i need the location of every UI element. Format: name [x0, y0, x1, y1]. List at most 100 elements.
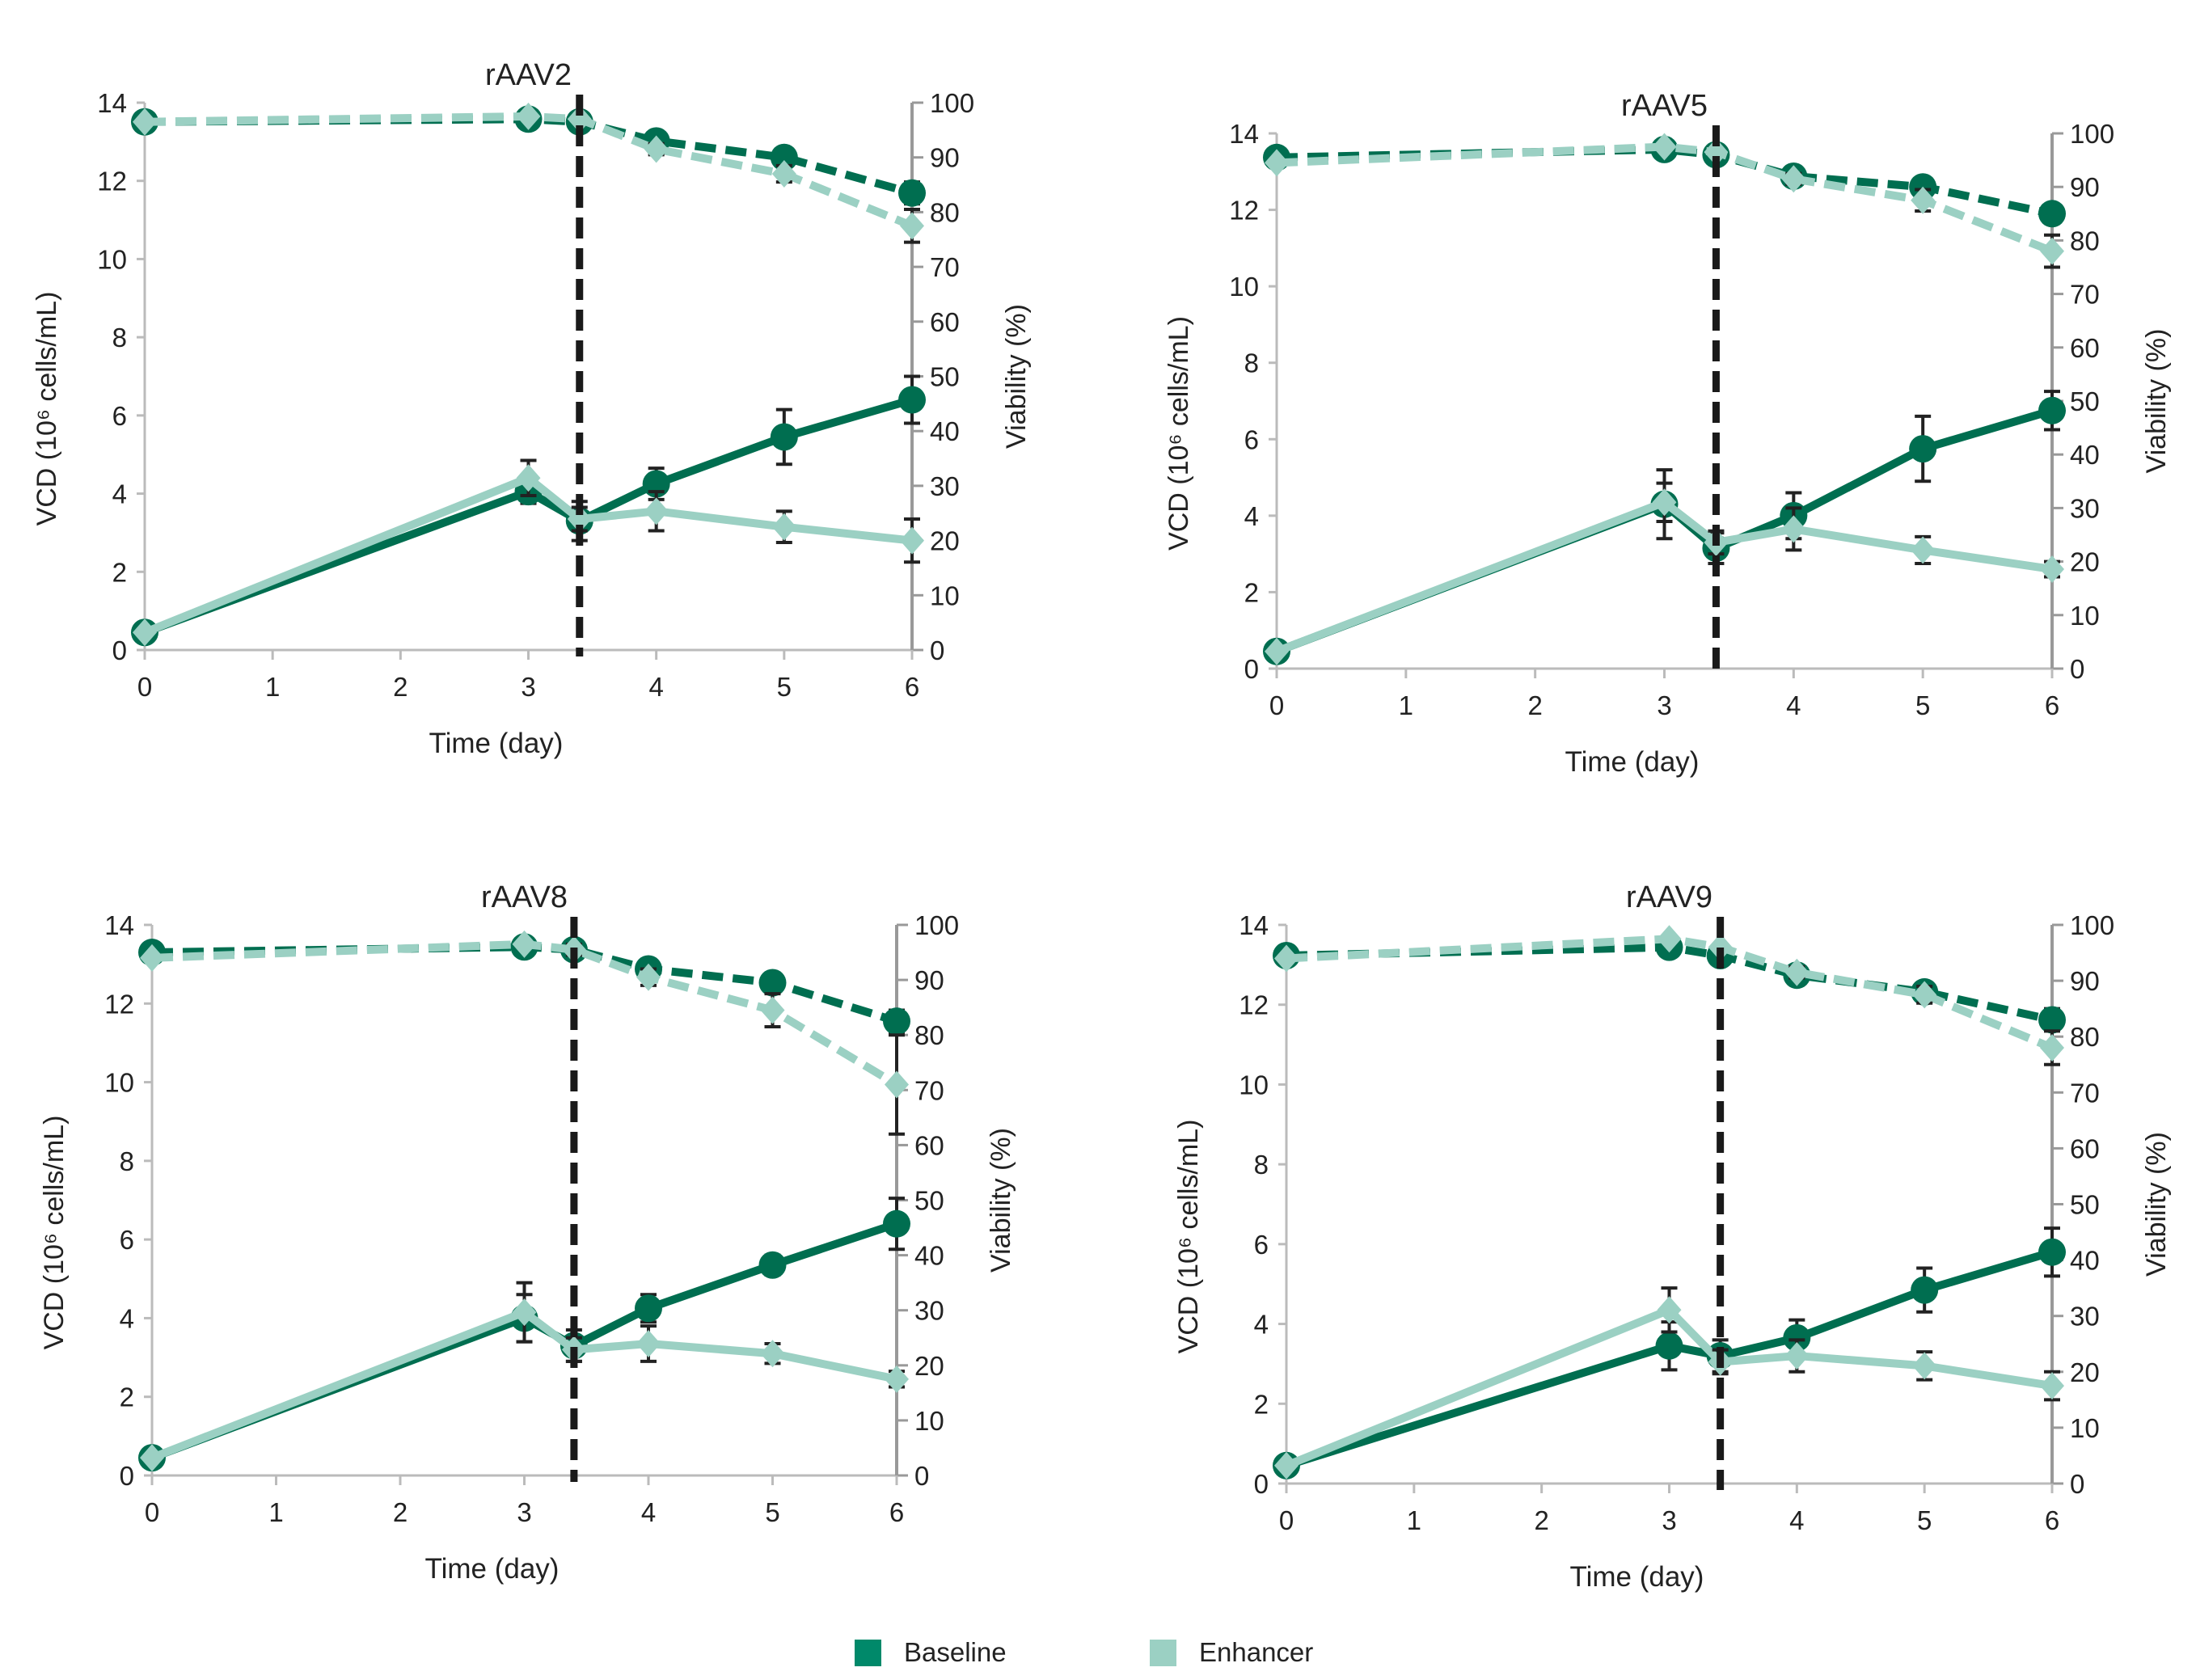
y2-tick-label: 30 — [2070, 1302, 2100, 1332]
data-point — [1911, 536, 1936, 564]
y-tick-label: 12 — [1239, 990, 1269, 1020]
data-point — [1912, 1352, 1937, 1380]
data-point — [1911, 1276, 1939, 1304]
y2-tick-label: 10 — [2070, 601, 2100, 631]
y2-tick-label: 10 — [2070, 1413, 2100, 1443]
y2-tick-label: 50 — [2070, 1190, 2100, 1220]
chart-title: rAAV8 — [481, 880, 568, 914]
y2-tick-label: 30 — [2070, 493, 2100, 523]
legend: Baseline — [855, 1637, 1007, 1668]
data-point — [898, 179, 926, 207]
y-tick-label: 14 — [97, 88, 127, 118]
y2-tick-label: 100 — [914, 910, 959, 940]
data-point — [2040, 555, 2064, 584]
y2-tick-label: 20 — [2070, 1357, 2100, 1387]
y2-tick-label: 80 — [2070, 1022, 2100, 1052]
data-point — [883, 1007, 910, 1036]
x-tick-label: 6 — [2045, 1505, 2059, 1535]
y-axis-label-left: VCD (10⁶ cells/mL) — [39, 1116, 70, 1350]
y-tick-label: 6 — [1244, 424, 1259, 454]
x-tick-label: 0 — [137, 672, 152, 702]
data-point — [512, 1298, 537, 1327]
x-tick-label: 3 — [521, 672, 535, 702]
data-point — [770, 423, 798, 451]
y2-tick-label: 100 — [2070, 119, 2114, 149]
data-point — [2040, 237, 2064, 265]
data-point — [1704, 138, 1729, 167]
x-tick-label: 2 — [393, 672, 408, 702]
y-tick-label: 4 — [1244, 501, 1259, 531]
series-line — [1286, 935, 2054, 1052]
y2-tick-label: 40 — [930, 416, 960, 446]
data-point — [644, 135, 669, 163]
chart-title: rAAV9 — [1626, 880, 1712, 914]
y-tick-label: 10 — [1239, 1070, 1269, 1100]
x-tick-label: 3 — [517, 1497, 531, 1527]
x-tick-label: 2 — [1527, 690, 1542, 720]
data-point — [2040, 1034, 2064, 1062]
y-tick-label: 0 — [112, 635, 127, 665]
legend-swatch-enhancer — [1150, 1639, 1176, 1666]
data-point — [1911, 186, 1936, 214]
x-tick-label: 3 — [1662, 1505, 1676, 1535]
data-point — [644, 497, 669, 526]
series-enhancer-vcd — [1274, 1286, 2064, 1479]
x-tick-label: 6 — [889, 1497, 904, 1527]
x-tick-label: 4 — [1786, 690, 1801, 720]
x-tick-label: 6 — [2045, 690, 2059, 720]
y-axis-label-left: VCD (10⁶ cells/mL) — [32, 292, 62, 526]
y2-tick-label: 40 — [914, 1241, 944, 1271]
data-point — [1708, 933, 1733, 961]
data-point — [771, 160, 796, 188]
series-line — [1275, 498, 2053, 656]
data-point — [1274, 1451, 1299, 1479]
x-tick-label: 2 — [1534, 1505, 1548, 1535]
data-point — [885, 1365, 909, 1393]
data-point — [898, 386, 926, 414]
y-tick-label: 4 — [120, 1303, 134, 1333]
x-tick-label: 1 — [1399, 690, 1413, 720]
series-line — [150, 1308, 898, 1462]
data-point — [2038, 1238, 2066, 1266]
y-tick-label: 10 — [1229, 272, 1259, 302]
data-point — [758, 969, 787, 997]
data-point — [2038, 1006, 2066, 1034]
data-point — [140, 1444, 164, 1472]
y-tick-label: 14 — [104, 910, 134, 940]
x-tick-label: 5 — [1917, 1505, 1932, 1535]
series-line — [151, 939, 899, 1088]
series-line — [143, 395, 914, 636]
y-axis-label-left: VCD (10⁶ cells/mL) — [1173, 1120, 1204, 1354]
data-point — [516, 464, 541, 492]
data-point — [1265, 637, 1289, 665]
x-axis-label: Time (day) — [429, 728, 564, 759]
y-tick-label: 8 — [1244, 348, 1259, 378]
data-point — [883, 1209, 910, 1238]
series-line — [1285, 1306, 2053, 1470]
series-enhancer-viability — [133, 102, 924, 244]
data-point — [512, 930, 537, 958]
y-tick-label: 12 — [104, 989, 134, 1019]
data-point — [636, 963, 661, 991]
data-point — [1652, 488, 1677, 517]
data-point — [1655, 1332, 1683, 1360]
x-axis-label: Time (day) — [1570, 1561, 1704, 1593]
y2-tick-label: 0 — [2070, 1469, 2084, 1499]
y-axis-label-right: Viability (%) — [2141, 1132, 2172, 1277]
legend-label-baseline: Baseline — [904, 1637, 1007, 1667]
data-point — [760, 1340, 785, 1368]
series-line — [1286, 943, 2054, 1024]
y-tick-label: 2 — [1254, 1389, 1269, 1419]
series-baseline-vcd — [1263, 390, 2066, 665]
y-tick-label: 0 — [120, 1461, 134, 1491]
y2-tick-label: 30 — [930, 471, 960, 501]
y2-tick-label: 40 — [2070, 440, 2100, 470]
x-tick-label: 6 — [905, 672, 919, 702]
x-axis-label: Time (day) — [425, 1553, 560, 1585]
y-tick-label: 8 — [112, 323, 127, 352]
series-baseline-vcd — [131, 374, 926, 647]
data-point — [885, 1070, 909, 1099]
